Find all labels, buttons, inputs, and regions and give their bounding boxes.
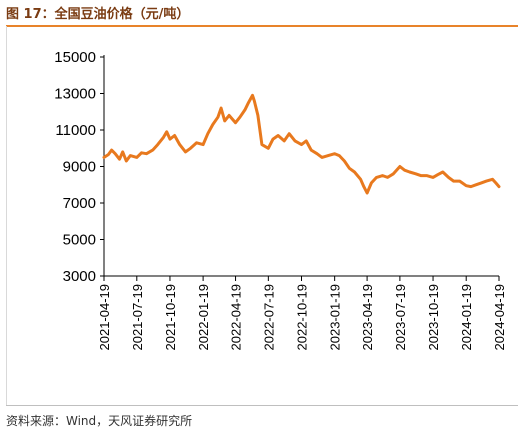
y-tick-label: 15000 xyxy=(54,49,96,66)
x-tick-label: 2022-10-19 xyxy=(295,284,310,351)
y-axis: 3000 5000 7000 9000 11000 13000 15000 xyxy=(54,49,105,285)
x-tick-label: 2021-04-19 xyxy=(97,284,112,351)
x-tick-label: 2023-01-19 xyxy=(328,284,343,351)
source-note: 资料来源：Wind，天风证券研究所 xyxy=(6,414,193,428)
x-tick-label: 2021-07-19 xyxy=(130,284,145,351)
series-line-0 xyxy=(102,93,501,195)
y-tick-label: 11000 xyxy=(55,122,96,139)
x-tick-label: 2022-07-19 xyxy=(261,284,276,351)
y-tick-label: 9000 xyxy=(63,159,96,176)
x-tick-label: 2022-01-19 xyxy=(196,284,211,351)
x-tick-label: 2023-07-19 xyxy=(393,284,408,351)
footer-divider xyxy=(6,405,518,406)
y-tick-label: 13000 xyxy=(54,86,96,103)
left-border-line xyxy=(6,26,7,406)
y-tick-label: 5000 xyxy=(63,232,96,249)
series-group xyxy=(102,93,501,195)
price-line-chart: 3000 5000 7000 9000 11000 13000 15000 2021-04-… xyxy=(54,49,507,351)
x-tick-label: 2022-04-19 xyxy=(229,284,244,351)
x-tick-label: 2021-10-19 xyxy=(163,284,178,351)
figure-title: 图 17：全国豆油价格（元/吨） xyxy=(6,7,190,22)
x-axis: 2021-04-19 2021-07-19 2021-10-19 2022-01-19… xyxy=(97,275,507,351)
figure-header: 图 17：全国豆油价格（元/吨） xyxy=(6,3,518,27)
y-tick-label: 7000 xyxy=(63,195,96,212)
x-tick-label: 2023-10-19 xyxy=(426,284,441,351)
x-tick-label: 2023-04-19 xyxy=(360,284,375,351)
title-underline xyxy=(6,25,518,27)
x-tick-label: 2024-01-19 xyxy=(459,284,474,351)
y-tick-label: 3000 xyxy=(63,268,96,285)
x-tick-label: 2024-04-19 xyxy=(492,284,507,351)
